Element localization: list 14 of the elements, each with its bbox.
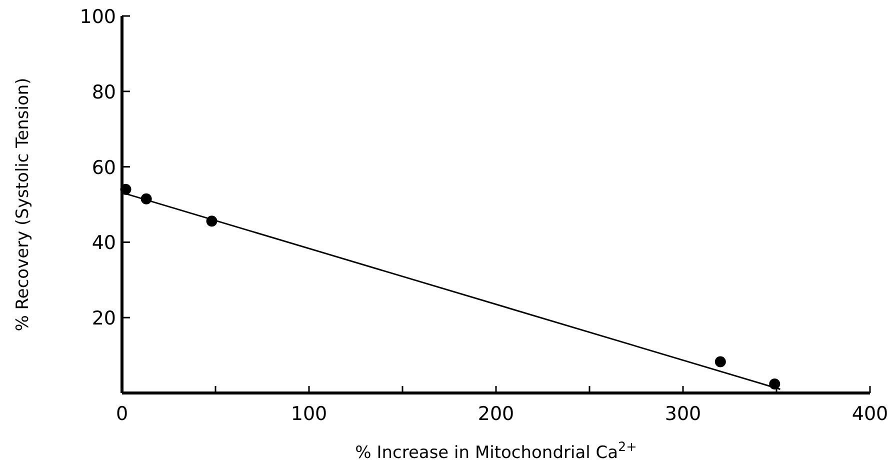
point bbox=[714, 356, 726, 368]
y-tick-label: 80 bbox=[92, 81, 116, 104]
y-tick-label: 100 bbox=[80, 6, 116, 28]
x-tick-label: 100 bbox=[290, 403, 328, 425]
point bbox=[120, 184, 132, 195]
y-tick-label: 20 bbox=[92, 308, 116, 330]
x-tick-label: 200 bbox=[478, 403, 514, 425]
y-tick-label: 60 bbox=[92, 156, 116, 179]
y-axis-title: % Recovery (Systolic Tension) bbox=[13, 78, 33, 332]
x-tick-label: 400 bbox=[852, 403, 888, 425]
x-tick-label: 300 bbox=[664, 403, 702, 425]
y-tick-label: 40 bbox=[92, 232, 116, 254]
x-tick-label: 0 bbox=[116, 403, 128, 425]
x-axis-title: % Increase in Mitochondrial Ca$^{2+}$ bbox=[355, 440, 637, 463]
